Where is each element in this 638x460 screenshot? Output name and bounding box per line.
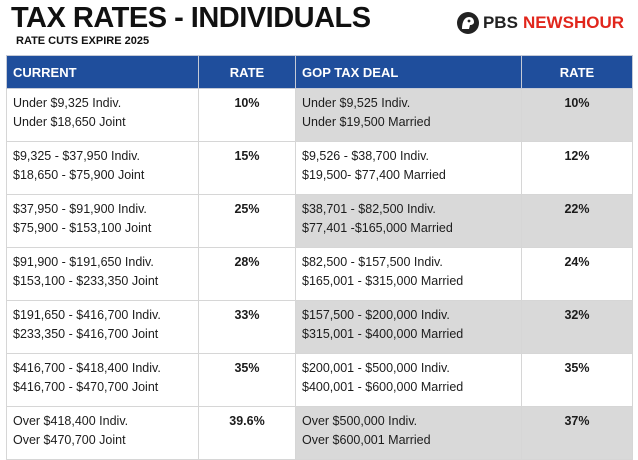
gop-bracket-cell-line: Over $600,001 Married — [302, 433, 431, 447]
current-bracket-cell: $9,325 - $37,950 Indiv. $18,650 - $75,900… — [6, 141, 199, 195]
table-header-row: CURRENT RATE GOP TAX DEAL RATE — [6, 55, 633, 89]
gop-rate-cell: 37% — [521, 406, 633, 460]
current-bracket-cell: Under $9,325 Indiv. Under $18,650 Joint — [6, 88, 199, 142]
col-header-current: CURRENT — [6, 55, 199, 89]
gop-bracket-cell-line: $157,500 - $200,000 Indiv. — [302, 308, 450, 322]
gop-bracket-cell: $157,500 - $200,000 Indiv. $315,001 - $40… — [295, 300, 522, 354]
current-rate-cell: 15% — [198, 141, 296, 195]
current-rate-cell: 33% — [198, 300, 296, 354]
gop-rate-cell: 24% — [521, 247, 633, 301]
current-bracket-cell-line: $153,100 - $233,350 Joint — [13, 274, 159, 288]
table-row: Under $9,325 Indiv. Under $18,650 Joint 10… — [6, 88, 633, 142]
table-row: $191,650 - $416,700 Indiv. $233,350 - $41… — [6, 300, 633, 354]
gop-bracket-cell-line: $200,001 - $500,000 Indiv. — [302, 361, 450, 375]
gop-bracket-cell-line: Under $9,525 Indiv. — [302, 96, 411, 110]
gop-rate-cell: 32% — [521, 300, 633, 354]
header: TAX RATES - INDIVIDUALS RATE CUTS EXPIRE… — [0, 0, 638, 56]
pbs-head-logo-icon — [456, 12, 479, 34]
current-bracket-cell-line: $18,650 - $75,900 Joint — [13, 168, 145, 182]
current-bracket-cell: Over $418,400 Indiv. Over $470,700 Joint — [6, 406, 199, 460]
gop-bracket-cell-line: $19,500- $77,400 Married — [302, 168, 446, 182]
gop-bracket-cell: $38,701 - $82,500 Indiv. $77,401 -$165,00… — [295, 194, 522, 248]
gop-bracket-cell-line: $165,001 - $315,000 Married — [302, 274, 464, 288]
current-bracket-cell-line: Under $9,325 Indiv. — [13, 96, 122, 110]
current-bracket-cell-line: $91,900 - $191,650 Indiv. — [13, 255, 154, 269]
current-rate-cell: 35% — [198, 353, 296, 407]
current-bracket-cell-line: $9,325 - $37,950 Indiv. — [13, 149, 140, 163]
current-bracket-cell: $91,900 - $191,650 Indiv. $153,100 - $233… — [6, 247, 199, 301]
current-bracket-cell-line: Under $18,650 Joint — [13, 115, 126, 129]
table-row: $9,325 - $37,950 Indiv. $18,650 - $75,900… — [6, 141, 633, 195]
gop-bracket-cell-line: $38,701 - $82,500 Indiv. — [302, 202, 436, 216]
gop-bracket-cell: $82,500 - $157,500 Indiv. $165,001 - $315… — [295, 247, 522, 301]
table-row: $91,900 - $191,650 Indiv. $153,100 - $233… — [6, 247, 633, 301]
current-rate-cell: 25% — [198, 194, 296, 248]
gop-rate-cell: 35% — [521, 353, 633, 407]
current-bracket-cell: $37,950 - $91,900 Indiv. $75,900 - $153,1… — [6, 194, 199, 248]
current-bracket-cell: $191,650 - $416,700 Indiv. $233,350 - $41… — [6, 300, 199, 354]
col-header-gop: GOP TAX DEAL — [295, 55, 522, 89]
gop-bracket-cell-line: $400,001 - $600,000 Married — [302, 380, 464, 394]
gop-rate-cell: 12% — [521, 141, 633, 195]
page-subtitle: RATE CUTS EXPIRE 2025 — [16, 35, 150, 47]
gop-bracket-cell-line: $9,526 - $38,700 Indiv. — [302, 149, 429, 163]
gop-bracket-cell: Under $9,525 Indiv. Under $19,500 Married — [295, 88, 522, 142]
current-bracket-cell-line: Over $418,400 Indiv. — [13, 414, 129, 428]
current-bracket-cell: $416,700 - $418,400 Indiv. $416,700 - $4… — [6, 353, 199, 407]
pbs-newshour-logo: PBS NEWSHOUR — [456, 10, 624, 36]
page-title: TAX RATES - INDIVIDUALS — [11, 2, 371, 34]
current-rate-cell: 10% — [198, 88, 296, 142]
gop-bracket-cell-line: Under $19,500 Married — [302, 115, 431, 129]
col-header-gop-rate: RATE — [521, 55, 633, 89]
current-bracket-cell-line: $233,350 - $416,700 Joint — [13, 327, 159, 341]
col-header-current-rate: RATE — [198, 55, 296, 89]
current-bracket-cell-line: $191,650 - $416,700 Indiv. — [13, 308, 161, 322]
gop-bracket-cell-line: $315,001 - $400,000 Married — [302, 327, 464, 341]
gop-bracket-cell-line: $82,500 - $157,500 Indiv. — [302, 255, 443, 269]
current-bracket-cell-line: $37,950 - $91,900 Indiv. — [13, 202, 147, 216]
table-row: Over $418,400 Indiv. Over $470,700 Joint 3… — [6, 406, 633, 460]
logo-brand-text: PBS — [482, 13, 518, 32]
gop-bracket-cell: $200,001 - $500,000 Indiv. $400,001 - $60… — [295, 353, 522, 407]
current-bracket-cell-line: Over $470,700 Joint — [13, 433, 126, 447]
current-bracket-cell-line: $75,900 - $153,100 Joint — [13, 221, 152, 235]
current-bracket-cell-line: $416,700 - $470,700 Joint — [13, 380, 159, 394]
table-row: $416,700 - $418,400 Indiv. $416,700 - $4… — [6, 353, 633, 407]
logo-show-text: NEWSHOUR — [522, 13, 624, 32]
current-rate-cell: 28% — [198, 247, 296, 301]
current-rate-cell: 39.6% — [198, 406, 296, 460]
gop-rate-cell: 10% — [521, 88, 633, 142]
gop-bracket-cell: $9,526 - $38,700 Indiv. $19,500- $77,400 … — [295, 141, 522, 195]
gop-bracket-cell: Over $500,000 Indiv. Over $600,001 Marrie… — [295, 406, 522, 460]
gop-bracket-cell-line: Over $500,000 Indiv. — [302, 414, 418, 428]
gop-rate-cell: 22% — [521, 194, 633, 248]
tax-rates-table: CURRENT RATE GOP TAX DEAL RATE Under $9,… — [6, 55, 633, 460]
table-row: $37,950 - $91,900 Indiv. $75,900 - $153,1… — [6, 194, 633, 248]
current-bracket-cell-line: $416,700 - $418,400 Indiv. — [13, 361, 161, 375]
gop-bracket-cell-line: $77,401 -$165,000 Married — [302, 221, 453, 235]
